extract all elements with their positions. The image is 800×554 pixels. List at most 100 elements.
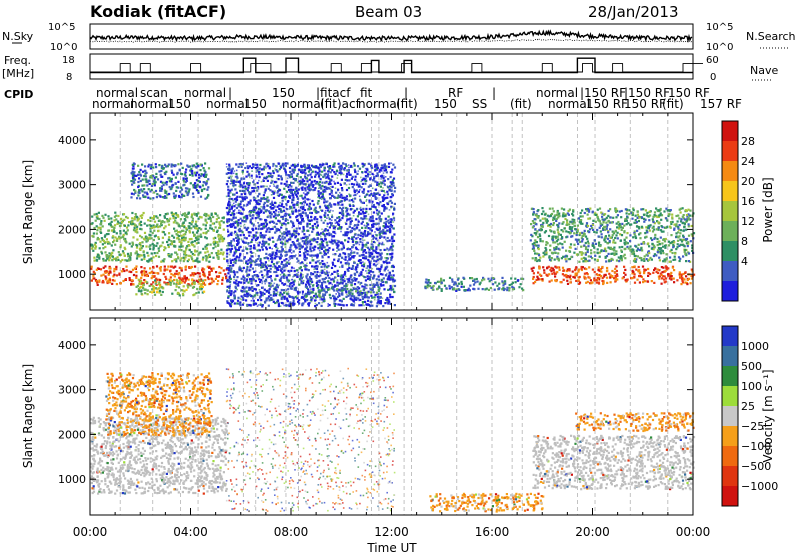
power-cell [323,265,326,268]
power-cell [226,285,229,288]
power-cell [391,245,395,248]
power-cell [125,265,128,268]
power-cell [283,232,286,236]
power-cell [269,175,272,178]
power-cell [203,181,206,184]
power-cell [260,299,263,302]
power-cell [321,256,324,259]
power-cell [305,193,308,196]
power-cell [368,207,371,211]
power-cell [357,185,360,188]
power-cell [238,205,241,208]
power-cell [184,268,187,271]
power-cell [353,164,356,167]
power-cell [284,243,287,246]
power-cell [473,288,476,291]
power-cell [294,179,298,182]
power-cell [292,210,295,213]
power-cell [284,265,287,268]
power-cell [568,269,571,272]
power-cell [275,255,278,258]
power-cell [322,232,325,236]
power-cell [275,283,279,286]
power-cell [313,222,316,226]
power-cell [338,171,341,175]
power-cell [204,279,207,282]
power-cell [165,283,168,286]
power-cell [561,273,564,276]
power-cell [201,267,204,270]
power-cell [394,186,397,189]
power-cell [155,196,158,199]
power-cell [221,282,224,285]
power-cell [177,238,181,241]
power-cell [354,266,358,269]
power-cell [198,275,202,278]
power-cell [354,178,357,181]
power-cell [116,256,119,259]
power-cell [339,281,343,284]
power-cell [249,221,252,224]
power-cell [138,171,141,174]
power-cell [234,246,237,249]
power-cell [309,254,312,257]
power-cell [312,273,315,276]
power-cell [312,183,315,187]
power-cell [158,291,161,294]
power-cell [128,278,131,282]
power-cell [135,174,138,177]
power-cell [313,295,316,298]
power-cell [151,217,154,220]
power-cell [387,222,391,225]
power-cell [227,220,230,223]
power-cell [277,228,280,231]
power-cell [180,241,183,244]
power-cell [165,277,168,280]
power-cell [252,236,255,239]
power-cell [502,282,505,285]
power-cell [170,211,173,214]
power-cell [225,255,229,258]
power-cell [228,208,231,211]
power-cell [326,222,329,225]
power-cell [138,286,141,289]
power-cell [294,235,298,238]
power-cell [522,289,525,292]
power-cell [357,233,360,236]
power-cell [451,280,454,283]
power-cell [278,204,281,207]
power-cell [332,248,335,251]
power-cell [184,256,187,259]
power-cell [130,196,133,199]
power-cell [340,287,343,290]
power-cell [147,165,150,168]
noise-left-tick-top: 10^5 [48,22,75,33]
power-cell [314,292,317,295]
power-cell [234,248,237,251]
power-cell [222,251,225,254]
power-cell [376,295,379,298]
power-cell [107,232,110,236]
power-cell [259,259,262,262]
power-cell [277,304,280,308]
power-cell [351,292,354,295]
power-cell [614,229,617,232]
power-cell [284,219,287,222]
power-cell [564,217,567,221]
power-cell [93,226,96,230]
power-cell [336,221,339,224]
power-cell [289,175,293,178]
power-cell [359,259,362,262]
power-cell [508,287,511,290]
power-cell [197,191,200,194]
beam-label: Beam 03 [355,3,422,21]
power-cell [633,265,636,268]
power-cell [309,248,312,251]
power-cell [283,283,287,286]
power-cell [152,281,155,284]
power-cell [214,277,217,280]
power-cell [348,225,351,228]
power-cell [212,247,215,250]
power-cell [248,182,251,185]
power-cell [678,235,681,238]
